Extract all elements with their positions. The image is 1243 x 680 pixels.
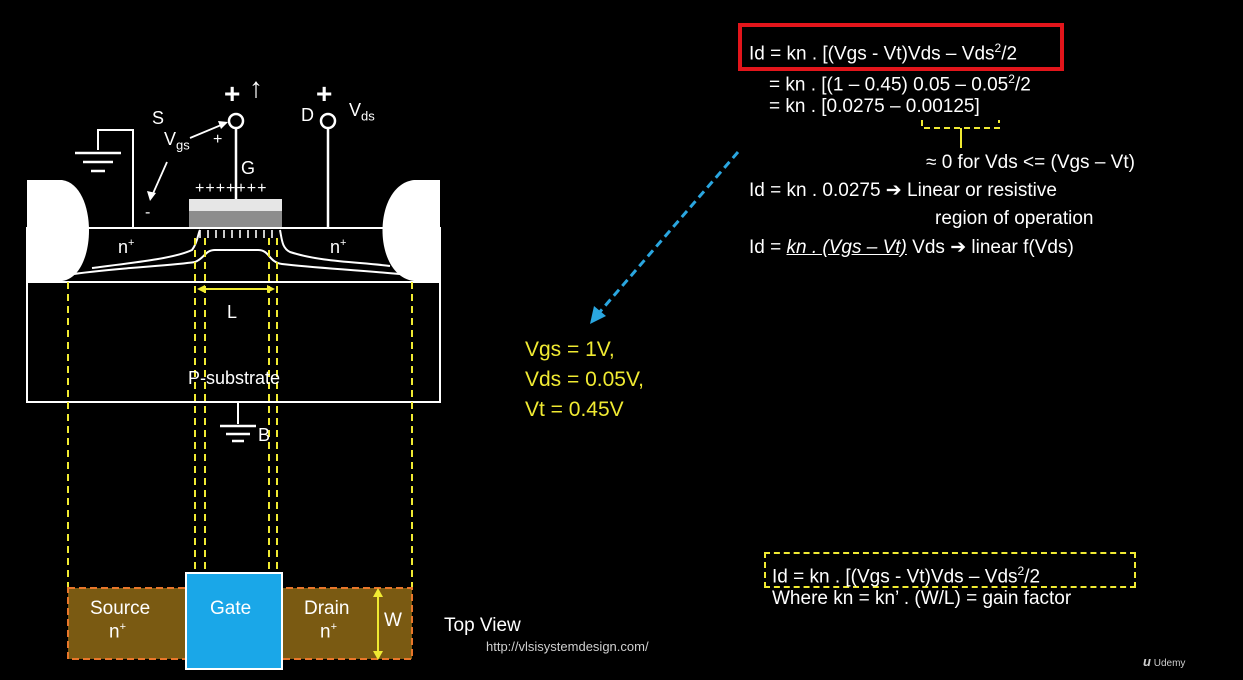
given-vgs: Vgs = 1V, [525, 338, 615, 361]
substrate-block [26, 227, 441, 403]
label-vds-main: V [349, 100, 362, 120]
eq-line-2-b: /2 [1014, 74, 1031, 96]
source-wire [97, 129, 134, 228]
label-gate-big-plus: + [224, 78, 241, 109]
eq-line-4-a: Id = kn . 0.0275 [749, 180, 881, 201]
left-isolation [27, 180, 89, 281]
blue-dashed-arrow [590, 151, 740, 324]
eq-line-2-sup: 2 [1008, 72, 1015, 86]
gate-poly [189, 199, 282, 211]
eq-line-6-underlined: kn . (Vgs – Vt) [786, 237, 907, 258]
channel-electrons [199, 230, 273, 238]
top-view-drain-n-main: n [320, 621, 331, 643]
label-drain-big-plus: + [316, 78, 333, 109]
label-G: G [241, 158, 256, 178]
right-isolation [382, 180, 440, 281]
label-vds-sub: ds [361, 108, 375, 124]
label-gate-plus: + [213, 131, 223, 148]
nplus-right-sup: + [340, 237, 347, 249]
label-D: D [301, 105, 314, 125]
drain-terminal [319, 112, 337, 130]
top-view-drain [274, 587, 413, 660]
eq-line-6-a: Id = [749, 237, 787, 258]
eq-line-6-b: Vds [906, 237, 945, 258]
label-nplus-left: n+ [118, 237, 134, 258]
nplus-right-main: n [330, 237, 341, 257]
label-nplus-right: n+ [330, 237, 346, 258]
nplus-left-main: n [118, 237, 129, 257]
eq-line-6: Id = kn . (Vgs – Vt) Vds ➔ linear f(Vds) [749, 237, 1074, 259]
highlight-box-red [738, 23, 1064, 71]
given-vds: Vds = 0.05V, [525, 368, 644, 391]
label-vds: Vds [349, 100, 375, 124]
nmos-diagram [26, 112, 441, 670]
eq-line-1-sup: 2 [994, 41, 1002, 55]
eq-approx-note: ≈ 0 for Vds <= (Vgs – Vt) [926, 152, 1135, 173]
depletion-curve-outer [66, 249, 411, 276]
top-view-gate-label: Gate [210, 598, 252, 619]
eq-line-4: Id = kn . 0.0275 ➔ Linear or resistive [749, 180, 1057, 202]
nplus-left-sup: + [128, 237, 135, 249]
label-L: L [227, 302, 238, 322]
eq-line-5: region of operation [935, 208, 1094, 229]
label-gate-arrow-up: ↑ [249, 72, 263, 103]
eq-line-2-a: = kn . [(1 – 0.45) 0.05 – 0.05 [769, 74, 1009, 96]
arrow-right-icon: ➔ [885, 180, 902, 201]
source-url: http://vlsisystemdesign.com/ [486, 639, 649, 654]
top-view-drain-n: n+ [320, 621, 337, 643]
udemy-brand: u Udemy [1143, 654, 1185, 669]
label-vgs-main: V [164, 129, 177, 149]
summary-box [764, 552, 1136, 588]
given-vt: Vt = 0.45V [525, 398, 624, 421]
depletion-curve-inner-right [279, 229, 391, 267]
summary-line-2: Where kn = kn’ . (W/L) = gain factor [772, 588, 1072, 609]
arrow-right-icon: ➔ [950, 237, 967, 258]
eq-line-2: = kn . [(1 – 0.45) 0.05 – 0.052/2 [769, 68, 1031, 96]
udemy-logo-icon: u [1143, 654, 1151, 669]
summary-line-1-a: Id = kn . [(Vgs - Vt)Vds – Vds [772, 566, 1018, 588]
eq-line-1-b: /2 [1001, 43, 1018, 65]
label-source-minus: - [145, 204, 151, 221]
eq-line-1-a: Id = kn . [(Vgs - Vt)Vds – Vds [749, 43, 995, 65]
top-view-drain-label: Drain [304, 598, 350, 619]
summary-line-1-sup: 2 [1017, 564, 1025, 578]
label-B: B [258, 425, 271, 445]
top-view-gate [185, 572, 283, 670]
depletion-curve-inner [91, 229, 201, 269]
summary-line-1: Id = kn . [(Vgs - Vt)Vds – Vds2/2 [772, 560, 1040, 588]
top-view-source [67, 587, 193, 660]
eq-line-4-b: Linear or resistive [907, 180, 1057, 201]
top-view-caption: Top View [444, 615, 521, 636]
eq-line-6-c: linear f(Vds) [971, 237, 1074, 258]
label-vgs-sub: gs [176, 137, 190, 153]
top-view-source-label: Source [90, 598, 151, 619]
label-W: W [384, 610, 402, 631]
eq-line-3: = kn . [0.0275 – 0.00125] [769, 96, 980, 117]
projection-lines [67, 238, 413, 588]
top-view-source-n-main: n [109, 621, 120, 643]
approx-bracket [921, 120, 1000, 148]
eq-line-1: Id = kn . [(Vgs - Vt)Vds – Vds2/2 [749, 37, 1017, 65]
udemy-brand-text: Udemy [1153, 658, 1186, 669]
summary-line-1-b: /2 [1024, 566, 1041, 588]
label-substrate: P-substrate [188, 368, 281, 388]
gate-charges: +++++++ [195, 180, 268, 197]
top-view-source-n-sup: + [119, 621, 127, 633]
top-view-source-n: n+ [109, 621, 126, 643]
label-S: S [152, 108, 165, 128]
top-view-drain-n-sup: + [330, 621, 338, 633]
label-vgs: Vgs [164, 129, 190, 153]
vgs-arrow-to-source [150, 161, 168, 199]
gate-oxide [189, 211, 282, 227]
gate-terminal [227, 112, 245, 130]
